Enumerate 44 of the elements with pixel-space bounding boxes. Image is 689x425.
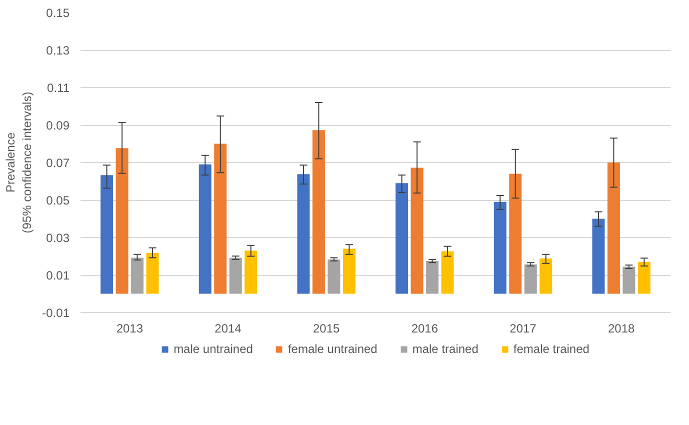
y-tick-label: -0.01: [42, 306, 70, 320]
bar: [540, 258, 552, 294]
bar: [198, 164, 212, 294]
bar: [509, 174, 522, 294]
x-tick-label: 2014: [214, 322, 242, 336]
x-tick-label: 2015: [312, 322, 340, 336]
legend-label: male untrained: [174, 342, 253, 356]
bar: [638, 262, 650, 294]
bar: [592, 218, 605, 294]
bar: [410, 168, 424, 294]
bar: [426, 260, 439, 294]
bar: [146, 252, 159, 294]
x-tick-label: 2016: [411, 322, 438, 336]
y-tick-label: 0.11: [47, 81, 70, 95]
y-tick-label: 0.13: [46, 44, 70, 58]
y-tick-label: 0.09: [46, 118, 70, 132]
legend-label: female untrained: [288, 342, 378, 356]
bar: [100, 175, 114, 294]
y-tick-label: 0.01: [46, 268, 70, 282]
y-axis-title: Prevalence (95% confidence intervals): [3, 92, 34, 234]
y-tick-label: 0.05: [46, 194, 70, 208]
bar: [342, 248, 356, 294]
legend-label: female trained: [513, 342, 590, 356]
y-tick-label: 0.03: [46, 231, 70, 245]
y-tick-label: 0.07: [46, 156, 70, 170]
bar: [297, 174, 310, 294]
bar: [607, 162, 620, 294]
x-tick-label: 2013: [116, 322, 144, 336]
bar: [396, 183, 408, 294]
bar: [244, 250, 258, 294]
bar: [328, 259, 340, 294]
bar: [229, 258, 242, 294]
bar: [524, 264, 537, 294]
bar: [441, 251, 454, 294]
legend-label: male trained: [412, 342, 478, 356]
bar: [622, 266, 636, 294]
bar: [214, 144, 227, 294]
bar: [312, 130, 325, 294]
y-tick-label: 0.15: [46, 6, 70, 20]
x-tick-label: 2017: [510, 322, 537, 336]
bar: [494, 202, 506, 294]
bar: [116, 148, 128, 294]
bar: [131, 258, 144, 294]
x-tick-label: 2018: [608, 322, 636, 336]
